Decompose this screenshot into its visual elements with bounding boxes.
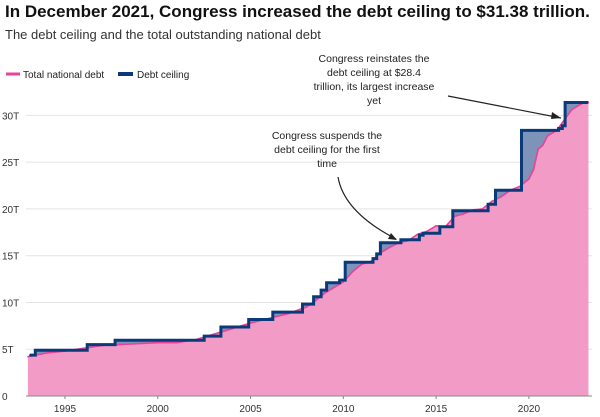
debt-point [491, 200, 493, 203]
debt-point [305, 306, 308, 308]
chart-subtitle: The debt ceiling and the total outstandi… [5, 27, 321, 42]
legend-label-ceiling: Debt ceiling [137, 70, 189, 81]
debt-point [463, 212, 465, 215]
debt-line [27, 101, 589, 358]
annotation-suspends-arrow [337, 176, 397, 240]
annotation-reinstates-line-2: debt ceiling at $28.4 [327, 67, 421, 79]
ceiling-point [558, 127, 560, 130]
ceiling-point [344, 261, 346, 263]
ceiling-point [372, 258, 374, 260]
debt-point [537, 148, 539, 150]
y-tick-label: 25T [2, 158, 19, 169]
x-tick-label: 2015 [425, 404, 448, 415]
ceiling-point [487, 203, 489, 205]
debt-point [546, 135, 549, 137]
y-tick-label: 30T [2, 111, 19, 122]
debt-point [138, 342, 140, 345]
debt-point [532, 168, 535, 171]
ceiling-point [520, 129, 523, 131]
debt-point [453, 215, 456, 218]
debt-point [27, 355, 29, 358]
legend-label-debt: Total national debt [23, 70, 104, 81]
plot-area [27, 101, 590, 397]
ceiling-point [203, 335, 205, 337]
y-tick-label: 10T [2, 298, 19, 309]
ceiling-point [452, 210, 454, 212]
debt-point [333, 286, 335, 289]
x-tick-label: 2010 [332, 404, 355, 415]
ceiling-point [376, 253, 378, 255]
y-tick-label: 0 [2, 392, 8, 403]
debt-area [27, 102, 589, 397]
annotation-reinstates-line-4: yet [367, 95, 381, 107]
x-tick-label: 2005 [239, 404, 262, 415]
annotation-reinstates-arrowhead [551, 112, 561, 119]
ceiling-point [34, 349, 36, 351]
ceiling-point [313, 296, 315, 298]
debt-point [500, 196, 502, 198]
ceiling-point [29, 354, 31, 356]
ceiling-point [114, 339, 116, 341]
debt-point [578, 104, 580, 106]
ceiling-point [494, 189, 497, 191]
debt-point [435, 225, 437, 227]
legend: Total national debt Debt ceiling [6, 70, 189, 81]
ceiling-point [564, 101, 566, 104]
x-tick-label: 2020 [518, 404, 541, 415]
ceiling-point [220, 326, 222, 328]
chart-title: In December 2021, Congress increased the… [5, 2, 590, 21]
debt-point [528, 178, 530, 180]
annotation-suspends-arrowhead [388, 233, 397, 240]
debt-point [351, 270, 354, 273]
ceiling-point [561, 125, 563, 127]
ceiling-point [571, 101, 573, 104]
annotation-reinstates-line-3: trillion, its largest increase [314, 81, 435, 93]
debt-point [542, 144, 544, 147]
y-tick-label: 20T [2, 205, 19, 216]
y-tick-label: 15T [2, 252, 19, 263]
debt-point [570, 109, 573, 111]
ceiling-point [400, 239, 402, 241]
y-tick-label: 5T [2, 345, 14, 356]
debt-point [157, 341, 159, 344]
debt-point [175, 341, 178, 344]
ceiling-point [439, 226, 441, 228]
ceiling-point [422, 232, 424, 234]
ceiling-point [339, 279, 341, 281]
ceiling-point [418, 234, 420, 236]
annotation-reinstates-line-1: Congress reinstates the [319, 53, 430, 65]
annotation-suspends-line-2: debt ceiling for the first [274, 144, 380, 156]
annotation-reinstates: Congress reinstates the debt ceiling at … [314, 53, 562, 119]
ceiling-point [320, 289, 322, 291]
debt-point [388, 246, 391, 249]
debt-point [119, 343, 122, 346]
debt-point [45, 352, 48, 354]
x-tick-label: 2000 [147, 404, 170, 415]
ceiling-point [248, 318, 250, 321]
debt-point [324, 292, 326, 294]
debt-point [481, 208, 484, 210]
annotation-reinstates-arrow [447, 95, 562, 119]
ceiling-point [379, 242, 381, 244]
annotation-suspends: Congress suspends the debt ceiling for t… [272, 130, 397, 240]
ceiling-point [301, 303, 304, 305]
ceiling-point [272, 311, 274, 313]
annotation-suspends-line-3: time [317, 158, 337, 170]
ceiling-point [86, 344, 88, 346]
ceiling-point [326, 282, 328, 284]
axes: 0 5T 10T 15T 20T 25T 30T 1995 2000 2005 2010 2015 20… [2, 111, 592, 415]
x-tick-label: 1995 [54, 404, 77, 415]
annotation-suspends-line-1: Congress suspends the [272, 130, 382, 142]
